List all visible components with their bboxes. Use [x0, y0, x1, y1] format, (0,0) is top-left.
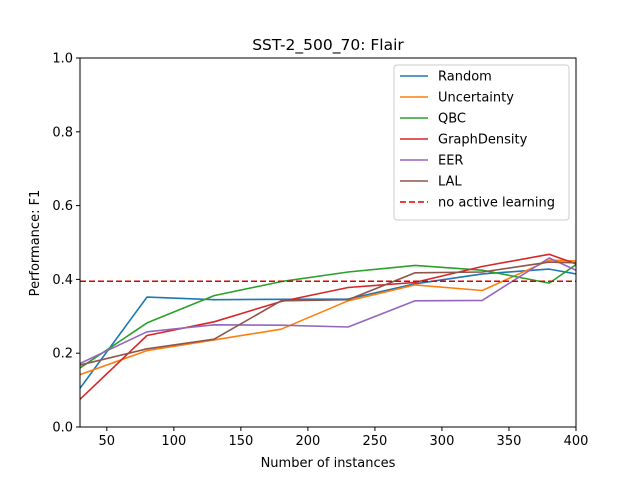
plot-frame: [79, 57, 577, 428]
x-tick-label: 350: [497, 434, 522, 449]
chart-title: SST-2_500_70: Flair: [252, 36, 404, 55]
x-tick-label: 50: [99, 434, 116, 449]
series-line-graphdensity: [80, 253, 576, 401]
y-tick-label: 0.0: [52, 421, 73, 436]
y-tick-label: 0.8: [52, 125, 73, 140]
legend-box: [393, 64, 570, 221]
legend-label: LAL: [438, 175, 462, 190]
legend-label: QBC: [438, 112, 466, 127]
legend-label: no active learning: [438, 196, 555, 211]
y-axis-ticks: 0.0 0.2 0.4 0.6 0.8 1.0: [52, 52, 80, 436]
plot-area: [80, 253, 576, 401]
series-line-uncertainty: [80, 259, 576, 376]
x-tick-label: 400: [564, 434, 589, 449]
y-tick-label: 0.2: [52, 347, 73, 362]
legend-label: Random: [438, 70, 492, 85]
legend: Random Uncertainty QBC GraphDensity EER LAL no…: [393, 64, 570, 221]
y-tick-label: 0.4: [52, 273, 73, 288]
series-line-eer: [80, 257, 576, 365]
series-line-qbc: [80, 263, 576, 369]
y-axis-label: Performance: F1: [28, 190, 43, 297]
series-line-lal: [80, 261, 576, 366]
x-tick-label: 250: [363, 434, 388, 449]
y-tick-label: 1.0: [52, 52, 73, 67]
x-axis-label: Number of instances: [261, 456, 396, 471]
x-tick-label: 200: [295, 434, 320, 449]
legend-label: EER: [438, 154, 463, 169]
x-tick-label: 300: [430, 434, 455, 449]
y-tick-label: 0.6: [52, 199, 73, 214]
x-tick-label: 150: [228, 434, 253, 449]
legend-label: GraphDensity: [438, 133, 528, 148]
legend-label: Uncertainty: [438, 91, 514, 106]
x-tick-label: 100: [161, 434, 186, 449]
x-axis-ticks: 50 100 150 200 250 300 350 400: [99, 427, 589, 449]
